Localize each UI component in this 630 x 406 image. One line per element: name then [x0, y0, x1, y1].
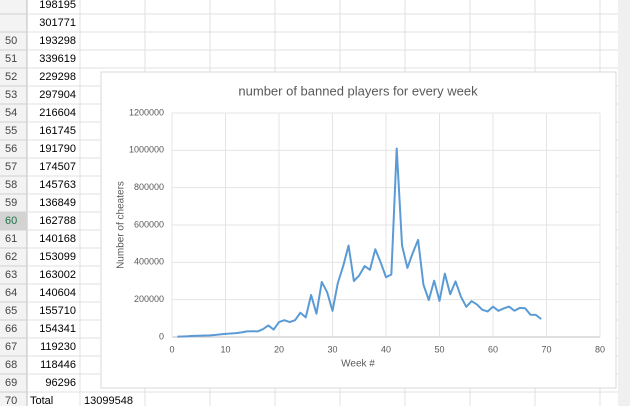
- row-number: 60: [5, 215, 17, 227]
- row-number: 63: [5, 269, 17, 281]
- x-tick-label: 60: [488, 344, 498, 354]
- x-tick-label: 40: [381, 344, 391, 354]
- cell-value: 154341: [39, 323, 76, 335]
- x-tick-label: 0: [169, 344, 174, 354]
- row-number: 57: [5, 161, 17, 173]
- row-number: 64: [5, 287, 17, 299]
- row-number: 59: [5, 197, 17, 209]
- cell-value: 216604: [39, 107, 76, 119]
- row-number: 68: [5, 359, 17, 371]
- y-tick-label: 1200000: [129, 107, 164, 117]
- cell-value: 191790: [39, 143, 76, 155]
- cell-value: 301771: [39, 17, 76, 29]
- cell-value: 174507: [39, 161, 76, 173]
- chart-frame[interactable]: [100, 71, 617, 389]
- row-number: 58: [5, 179, 17, 191]
- x-tick-label: 70: [541, 344, 551, 354]
- chart-title: number of banned players for every week: [238, 83, 478, 98]
- row-number: 62: [5, 251, 17, 263]
- row-number: 50: [5, 35, 17, 47]
- row-number: 65: [5, 305, 17, 317]
- selected-row-header: [0, 212, 27, 230]
- cell-value: 193298: [39, 35, 76, 47]
- y-tick-label: 400000: [134, 257, 164, 267]
- x-tick-label: 30: [327, 344, 337, 354]
- cell-value: 145763: [39, 179, 76, 191]
- x-tick-label: 80: [595, 344, 605, 354]
- row-number: 67: [5, 341, 17, 353]
- cell-value: 119230: [40, 341, 76, 353]
- x-tick-label: 20: [274, 344, 284, 354]
- scrollbar[interactable]: [618, 0, 630, 406]
- cell-value: 140604: [39, 287, 76, 299]
- row-number: 54: [5, 107, 17, 119]
- x-tick-label: 10: [220, 344, 230, 354]
- x-tick-label: 50: [434, 344, 444, 354]
- cell-value: 13099548: [84, 395, 133, 406]
- row-number: 69: [5, 377, 17, 389]
- chart[interactable]: number of banned players for every week …: [100, 71, 617, 389]
- cell-value: 229298: [39, 71, 76, 83]
- y-tick-label: 800000: [134, 182, 164, 192]
- y-tick-label: 1000000: [129, 145, 164, 155]
- cell-value: 297904: [39, 89, 76, 101]
- y-axis-label: Number of cheaters: [116, 181, 127, 269]
- row-number: 56: [5, 143, 17, 155]
- row-number: 70: [5, 395, 17, 406]
- row-number: 55: [5, 125, 17, 137]
- data-line: [177, 147, 542, 338]
- cell-value: 96296: [45, 377, 76, 389]
- cell-value: 198195: [39, 0, 76, 11]
- cell-value: 161745: [39, 125, 76, 137]
- row-number: 53: [5, 89, 17, 101]
- cell-value: 155710: [39, 305, 76, 317]
- cell-value: 163002: [39, 269, 76, 281]
- cell-value: 118446: [40, 359, 76, 371]
- cell-value: 162788: [39, 215, 76, 227]
- cell-label: Total: [30, 395, 53, 406]
- cell-value: 153099: [39, 251, 76, 263]
- y-tick-label: 600000: [134, 219, 164, 229]
- cell-value: 140168: [39, 233, 76, 245]
- cell-value: 339619: [39, 53, 76, 65]
- y-tick-label: 0: [159, 331, 164, 341]
- row-number: 51: [5, 53, 17, 65]
- row-number: 52: [5, 71, 17, 83]
- x-axis-label: Week #: [341, 359, 375, 370]
- cell-value: 136849: [39, 197, 76, 209]
- row-number: 61: [5, 233, 17, 245]
- row-number: 66: [5, 323, 17, 335]
- y-tick-label: 200000: [134, 294, 164, 304]
